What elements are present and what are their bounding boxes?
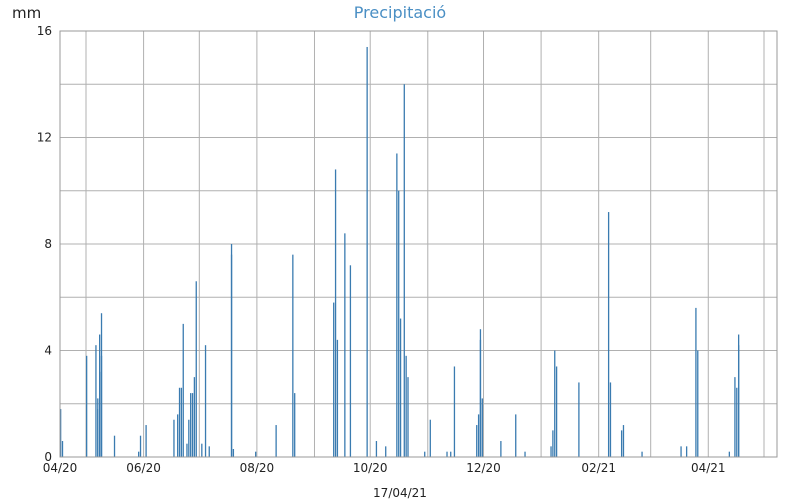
- precip-bar: [188, 419, 190, 457]
- x-tick-label: 04/20: [43, 461, 78, 475]
- bar-layer: [60, 46, 740, 457]
- precip-bar: [292, 254, 294, 457]
- precip-bar: [399, 318, 402, 457]
- precip-bar: [145, 425, 147, 457]
- precip-bar: [97, 398, 99, 457]
- precip-bar: [177, 414, 179, 457]
- precip-bar: [99, 334, 101, 457]
- y-tick-label: 4: [44, 344, 52, 358]
- precip-bar: [641, 451, 643, 457]
- precip-bar: [255, 451, 257, 457]
- precip-bar: [407, 377, 409, 457]
- precip-bar: [182, 323, 184, 457]
- precip-bar: [195, 281, 197, 457]
- precip-bar: [232, 449, 235, 457]
- y-tick-label: 12: [37, 131, 52, 145]
- y-tick-labels: 0 4 8 12 16: [37, 24, 52, 464]
- precip-bar: [552, 430, 554, 457]
- precip-bar: [178, 387, 181, 457]
- precip-bar: [396, 153, 398, 457]
- current-date-label: 17/04/21: [373, 486, 427, 500]
- precip-bar: [375, 441, 378, 457]
- precip-bar: [344, 233, 346, 457]
- precip-bar: [61, 441, 64, 457]
- precip-bar: [60, 409, 62, 457]
- precip-bar: [113, 435, 116, 457]
- precip-bar: [728, 451, 731, 457]
- precip-bar: [607, 212, 610, 457]
- precip-bar: [366, 46, 368, 457]
- precip-bar: [230, 254, 233, 457]
- x-tick-label: 06/20: [126, 461, 161, 475]
- precip-bar: [554, 350, 556, 457]
- precip-bar: [555, 366, 558, 457]
- precip-bar: [139, 435, 142, 457]
- precip-bar: [734, 377, 736, 457]
- precip-bar: [500, 441, 502, 457]
- precip-bar: [476, 425, 478, 457]
- precip-bar: [180, 387, 183, 457]
- precip-bar: [737, 345, 740, 457]
- precip-bar: [550, 446, 552, 457]
- precip-bar: [477, 414, 480, 457]
- y-tick-label: 0: [44, 450, 52, 464]
- precip-bar: [622, 425, 625, 457]
- precip-bar: [191, 393, 194, 457]
- precip-bar: [450, 451, 452, 457]
- precip-bar: [515, 414, 517, 457]
- plot-frame: [59, 30, 778, 458]
- x-tick-labels: 04/20 06/20 08/20 10/20 12/20 02/21 04/21: [43, 461, 726, 475]
- x-tick-label: 10/20: [353, 461, 388, 475]
- precip-bar: [173, 419, 175, 457]
- precip-bar: [138, 451, 140, 457]
- precip-bar: [334, 169, 337, 457]
- precip-bar: [294, 393, 296, 457]
- precip-bar: [100, 355, 103, 457]
- y-tick-label: 16: [37, 24, 52, 38]
- precip-bar: [333, 302, 335, 457]
- y-tick-label: 8: [44, 237, 52, 251]
- x-tick-label: 02/21: [581, 461, 616, 475]
- precip-bar: [398, 190, 400, 457]
- grid-layer: [60, 30, 777, 458]
- precip-bar: [275, 425, 277, 457]
- precip-bar: [479, 339, 482, 457]
- chart-title: Precipitació: [354, 3, 446, 22]
- precip-bar: [424, 451, 426, 457]
- precip-bar: [446, 451, 448, 457]
- precip-bar: [86, 355, 88, 457]
- precip-bar: [95, 345, 97, 457]
- precip-bar: [453, 366, 456, 457]
- precip-bar: [405, 355, 407, 457]
- precip-bar: [481, 398, 483, 457]
- precip-bar: [385, 446, 387, 457]
- precip-bar: [193, 377, 196, 457]
- precip-bar: [403, 84, 405, 457]
- precip-bar: [204, 345, 207, 457]
- precip-bar: [186, 443, 188, 457]
- precip-bar: [524, 451, 526, 457]
- precip-bar: [736, 387, 738, 457]
- x-tick-label: 08/20: [240, 461, 275, 475]
- precip-bar: [685, 446, 688, 457]
- precip-bar: [429, 419, 431, 457]
- precip-bar: [695, 307, 697, 457]
- precip-bar: [190, 393, 192, 457]
- y-axis-unit-label: mm: [12, 4, 41, 22]
- precip-bar: [336, 339, 339, 457]
- precip-bar: [609, 382, 612, 457]
- precip-bar: [349, 265, 352, 457]
- precip-bar: [620, 430, 623, 457]
- precip-bar: [680, 446, 682, 457]
- precip-bar: [201, 443, 203, 457]
- x-tick-label: 12/20: [466, 461, 501, 475]
- precip-bar: [208, 446, 210, 457]
- x-tick-label: 04/21: [691, 461, 726, 475]
- precip-bar: [578, 382, 580, 457]
- precip-bar: [697, 350, 699, 457]
